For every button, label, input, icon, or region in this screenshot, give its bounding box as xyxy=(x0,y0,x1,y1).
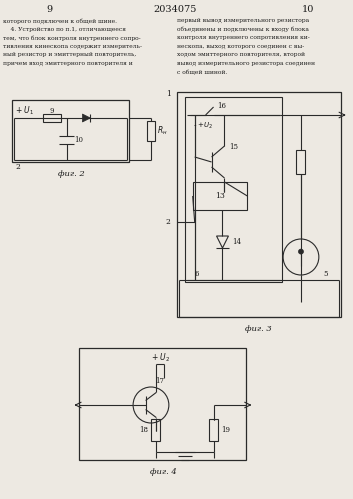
Text: тивления кинескопа содержит измеритель-: тивления кинескопа содержит измеритель- xyxy=(3,43,142,48)
Text: причем вход эмиттерного повторителя и: причем вход эмиттерного повторителя и xyxy=(3,60,133,65)
Text: 5: 5 xyxy=(324,270,328,278)
Text: с общей шиной.: с общей шиной. xyxy=(177,69,227,74)
Text: 10: 10 xyxy=(74,136,83,144)
Text: объединены и подключены к входу блока: объединены и подключены к входу блока xyxy=(177,26,309,32)
Text: 13: 13 xyxy=(215,192,225,200)
Text: 9: 9 xyxy=(49,107,54,115)
Polygon shape xyxy=(83,114,90,122)
Bar xyxy=(43,114,61,122)
Text: первый вывод измерительного резистора: первый вывод измерительного резистора xyxy=(177,18,309,23)
Text: фиг. 4: фиг. 4 xyxy=(150,468,176,476)
Text: - +$U_2$: - +$U_2$ xyxy=(193,121,213,131)
Text: 15: 15 xyxy=(229,143,238,151)
Text: 4. Устройство по п.1, отличающееся: 4. Устройство по п.1, отличающееся xyxy=(3,26,126,31)
Text: 18: 18 xyxy=(139,426,148,434)
Text: 19: 19 xyxy=(221,426,231,434)
Text: ный резистор и эмиттерный повторитель,: ный резистор и эмиттерный повторитель, xyxy=(3,52,136,57)
Text: нескопа, выход которого соединен с вы-: нескопа, выход которого соединен с вы- xyxy=(177,43,304,48)
Text: 2: 2 xyxy=(16,163,21,171)
Text: 1: 1 xyxy=(166,90,171,98)
Text: 2034075: 2034075 xyxy=(153,4,197,13)
Bar xyxy=(297,150,305,174)
Text: + $U_2$: + $U_2$ xyxy=(151,352,170,364)
Text: 9: 9 xyxy=(47,4,53,13)
Bar xyxy=(185,97,282,282)
Bar xyxy=(12,100,129,162)
Text: + $U_1$: + $U_1$ xyxy=(15,104,34,116)
Text: фиг. 3: фиг. 3 xyxy=(245,325,271,333)
Text: ходом эмиттерного повторителя, второй: ходом эмиттерного повторителя, второй xyxy=(177,52,305,57)
Text: 16: 16 xyxy=(217,102,227,110)
Text: тем, что блок контроля внутреннего сопро-: тем, что блок контроля внутреннего сопро… xyxy=(3,35,140,40)
Text: 17: 17 xyxy=(155,377,164,385)
Bar xyxy=(79,348,246,460)
Circle shape xyxy=(299,249,304,254)
Bar xyxy=(146,121,155,141)
Text: 2: 2 xyxy=(166,218,171,226)
Text: 6: 6 xyxy=(195,270,199,278)
Bar xyxy=(193,182,247,210)
Text: которого подключен к общей шине.: которого подключен к общей шине. xyxy=(3,18,117,23)
Text: контроля внутреннего сопротивления ки-: контроля внутреннего сопротивления ки- xyxy=(177,35,310,40)
Text: 10: 10 xyxy=(302,4,314,13)
Text: вывод измерительного резистора соединен: вывод измерительного резистора соединен xyxy=(177,60,315,65)
Text: фиг. 2: фиг. 2 xyxy=(58,170,85,178)
Bar xyxy=(177,92,341,317)
Text: $R_н$: $R_н$ xyxy=(157,125,168,137)
Bar xyxy=(151,419,160,441)
Text: 14: 14 xyxy=(232,238,241,246)
Bar xyxy=(209,419,218,441)
